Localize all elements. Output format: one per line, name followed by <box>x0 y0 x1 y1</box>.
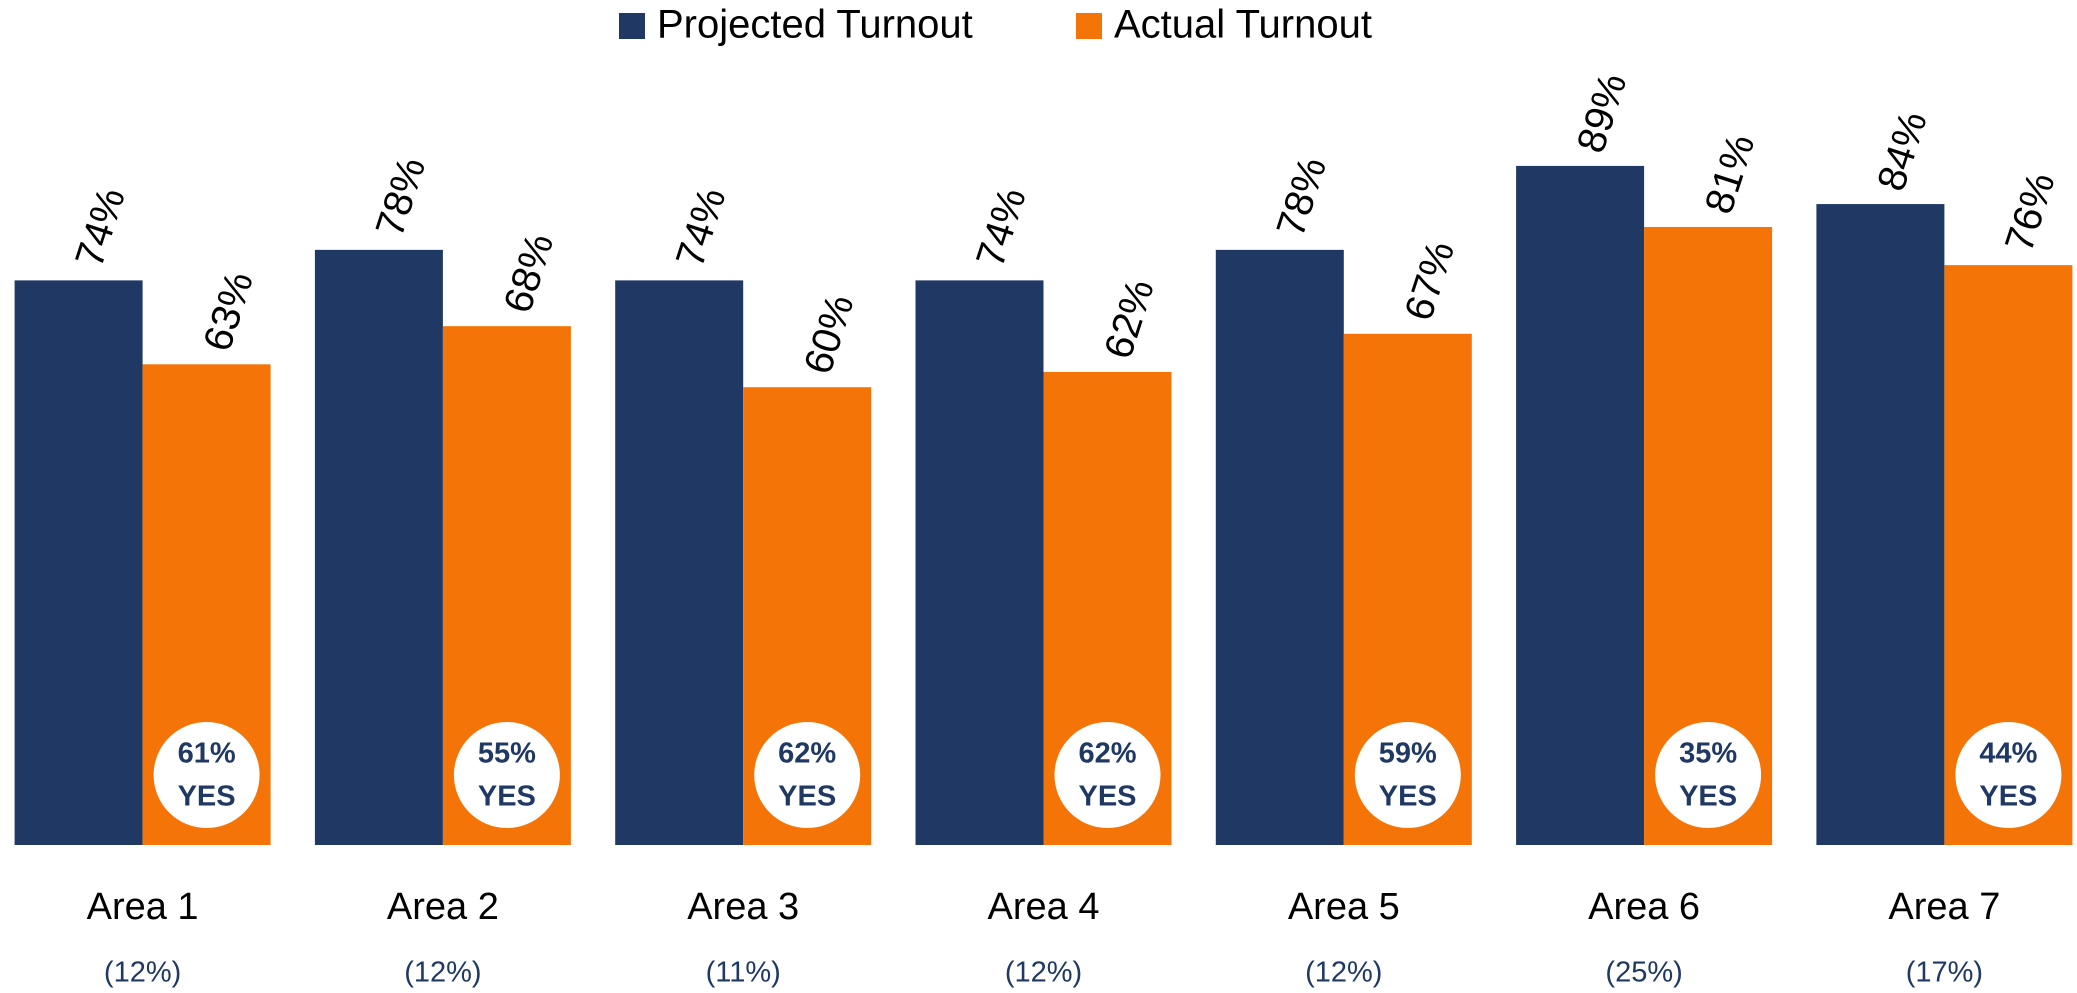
yes-percent: 61% <box>178 738 236 770</box>
value-label: 81% <box>1697 129 1764 219</box>
bar <box>615 280 744 845</box>
yes-badge <box>1655 722 1762 828</box>
legend-swatch <box>1076 13 1102 39</box>
yes-text: YES <box>1379 781 1437 813</box>
bar <box>1816 204 1945 845</box>
category-share: (12%) <box>404 957 481 989</box>
value-label: 84% <box>1869 106 1936 196</box>
yes-badge <box>1054 722 1161 828</box>
value-label: 67% <box>1397 236 1464 326</box>
category-share: (17%) <box>1906 957 1983 989</box>
yes-percent: 62% <box>1078 738 1136 770</box>
x-tick-label: Area 1 <box>87 886 199 928</box>
category-share: (11%) <box>706 957 781 989</box>
x-tick-label: Area 4 <box>988 886 1100 928</box>
bar <box>314 249 443 846</box>
yes-text: YES <box>1078 781 1136 813</box>
category-share: (25%) <box>1605 957 1682 989</box>
yes-percent: 55% <box>478 738 536 770</box>
value-label: 60% <box>796 290 863 380</box>
yes-text: YES <box>778 781 836 813</box>
value-label: 62% <box>1096 274 1163 364</box>
yes-badge <box>153 722 260 828</box>
value-label: 63% <box>195 267 262 357</box>
yes-text: YES <box>478 781 536 813</box>
legend-label: Projected Turnout <box>657 3 973 47</box>
value-label: 74% <box>968 183 1035 273</box>
yes-badge <box>1955 722 2062 828</box>
yes-badge <box>1354 722 1461 828</box>
yes-text: YES <box>1679 781 1737 813</box>
value-label: 68% <box>496 228 563 318</box>
yes-percent: 44% <box>1979 738 2037 770</box>
bar <box>14 280 143 845</box>
yes-badge <box>754 722 861 828</box>
yes-text: YES <box>1979 781 2037 813</box>
bar <box>1215 249 1344 846</box>
bar <box>915 280 1044 845</box>
yes-percent: 59% <box>1379 738 1437 770</box>
yes-badge <box>453 722 560 828</box>
value-label: 78% <box>368 152 435 242</box>
x-tick-label: Area 6 <box>1588 886 1700 928</box>
legend-swatch <box>619 13 645 39</box>
legend-label: Actual Turnout <box>1114 3 1372 47</box>
yes-percent: 62% <box>778 738 836 770</box>
category-share: (12%) <box>1305 957 1382 989</box>
value-label: 78% <box>1269 152 1336 242</box>
category-share: (12%) <box>1005 957 1082 989</box>
x-tick-label: Area 3 <box>687 886 799 928</box>
yes-text: YES <box>178 781 236 813</box>
value-label: 89% <box>1569 68 1636 158</box>
value-label: 74% <box>668 183 735 273</box>
value-label: 74% <box>67 183 134 273</box>
x-tick-label: Area 2 <box>387 886 499 928</box>
x-tick-label: Area 5 <box>1288 886 1400 928</box>
category-share: (12%) <box>104 957 181 989</box>
x-tick-label: Area 7 <box>1888 886 2000 928</box>
value-label: 76% <box>1997 167 2064 257</box>
yes-percent: 35% <box>1679 738 1737 770</box>
bar <box>1516 165 1645 845</box>
